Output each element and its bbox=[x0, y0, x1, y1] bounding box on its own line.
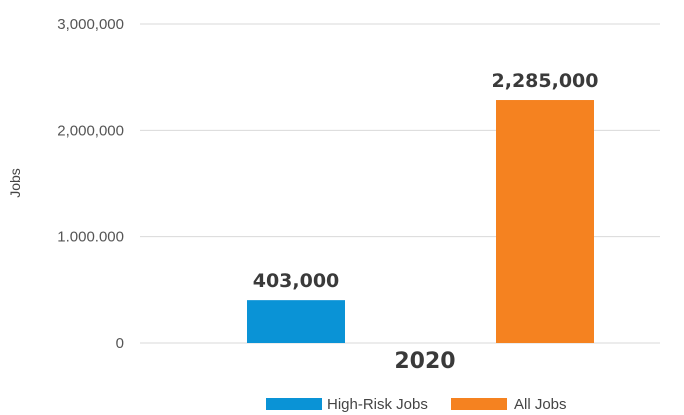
y-tick-label: 0 bbox=[116, 335, 124, 352]
x-category-label: 2020 bbox=[394, 349, 455, 374]
data-labels: 403,000 2,285,000 bbox=[253, 70, 599, 292]
legend-swatch-high-risk-jobs bbox=[266, 398, 322, 410]
y-axis-title: Jobs bbox=[7, 168, 23, 198]
category-labels: 2020 bbox=[394, 349, 455, 374]
data-label: 403,000 bbox=[253, 270, 340, 292]
data-label: 2,285,000 bbox=[492, 70, 599, 92]
y-axis-ticks: 0 1.000.000 2,000,000 3,000,000 bbox=[57, 16, 124, 352]
bars bbox=[247, 100, 594, 343]
legend-label-all-jobs: All Jobs bbox=[514, 396, 567, 413]
bar-all-jobs bbox=[496, 100, 594, 343]
legend-label-high-risk-jobs: High-Risk Jobs bbox=[327, 396, 428, 413]
legend-swatch-all-jobs bbox=[451, 398, 507, 410]
legend: High-Risk Jobs All Jobs bbox=[266, 396, 567, 413]
y-tick-label: 2,000,000 bbox=[57, 122, 124, 139]
y-tick-label: 3,000,000 bbox=[57, 16, 124, 33]
bar-high-risk-jobs bbox=[247, 300, 345, 343]
y-tick-label: 1.000.000 bbox=[57, 229, 124, 246]
